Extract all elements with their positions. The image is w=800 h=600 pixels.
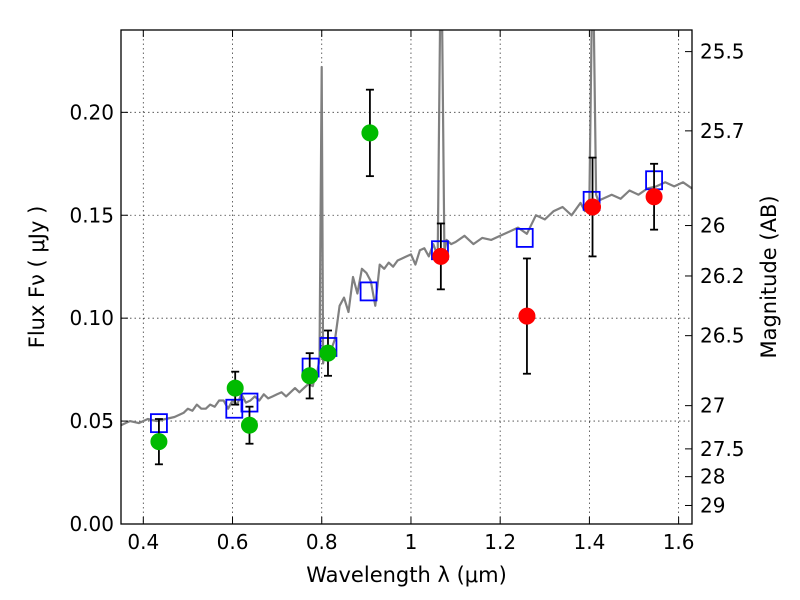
y-tick-label: 0.15: [69, 203, 114, 227]
model-spectrum-line: [121, 30, 692, 427]
detected-point: [240, 416, 258, 434]
y2-tick-label: 28: [700, 465, 725, 489]
x-tick-label: 1: [405, 530, 418, 554]
grid-layer: [121, 30, 692, 525]
x-tick-label: 1.6: [663, 530, 695, 554]
data-points-layer: [150, 88, 663, 466]
model-photometry-square: [359, 281, 378, 302]
y2-tick-label: 26: [700, 214, 725, 238]
x-tick-label: 1.4: [573, 530, 605, 554]
y-axis-label: Flux Fν ( μJy ): [25, 206, 49, 349]
tick-labels-layer: 0.4 0.6 0.8 1 1.2 1.4 1.6 0.00 0.05 0.10 0.15 0.20 2…: [69, 40, 744, 554]
nir-point: [432, 247, 450, 265]
y2-tick-label: 29: [700, 493, 725, 517]
plot-frame: [120, 29, 693, 525]
y2-tick-label: 27.5: [700, 437, 745, 461]
x-tick-label: 0.6: [217, 530, 249, 554]
y2-tick-label: 27: [700, 394, 725, 418]
y-tick-label: 0.00: [69, 512, 114, 536]
detected-point: [150, 433, 168, 451]
model-photometry-square: [515, 227, 534, 248]
detected-point: [361, 124, 379, 142]
x-tick-label: 0.8: [306, 530, 338, 554]
y-tick-label: 0.05: [69, 409, 114, 433]
y-tick-label: 0.10: [69, 306, 114, 330]
y-tick-label: 0.20: [69, 100, 114, 124]
nir-point: [645, 188, 663, 206]
y2-tick-label: 26.2: [700, 264, 745, 288]
detected-point: [301, 367, 319, 385]
y2-tick-label: 25.5: [700, 40, 745, 64]
nir-point: [518, 307, 536, 325]
detected-point: [226, 379, 244, 397]
x-axis-label: Wavelength λ (μm): [306, 563, 507, 587]
y2-tick-label: 25.7: [700, 119, 745, 143]
y2-axis-label: Magnitude (AB): [757, 195, 781, 358]
ticks-layer: [121, 30, 692, 525]
x-tick-label: 0.4: [127, 530, 159, 554]
x-tick-label: 1.2: [484, 530, 516, 554]
nir-point: [584, 198, 602, 216]
y2-tick-label: 26.5: [700, 324, 745, 348]
detected-point: [319, 344, 337, 362]
model-spectrum-layer: [121, 30, 692, 427]
